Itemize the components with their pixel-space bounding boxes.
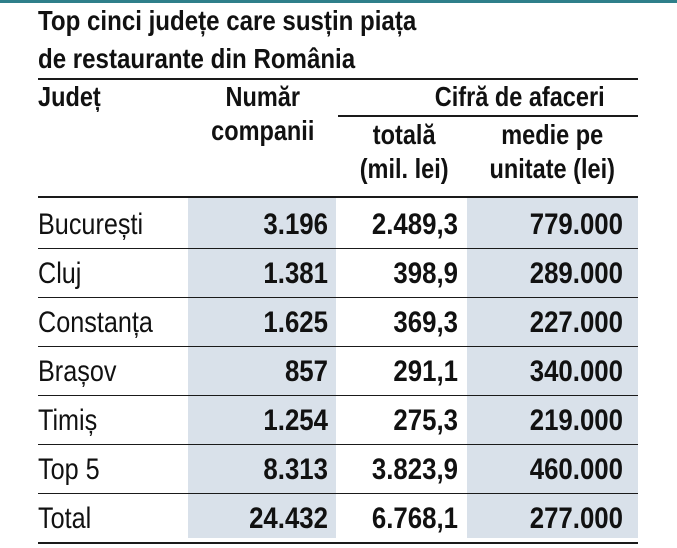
row-companii: 24.432 <box>249 502 328 535</box>
rule-row-4 <box>38 395 638 396</box>
row-totala: 3.823,9 <box>371 453 458 486</box>
row-medie: 219.000 <box>529 404 623 437</box>
rule-row-2 <box>38 297 638 298</box>
row-totala: 275,3 <box>393 404 458 437</box>
row-totala: 6.768,1 <box>371 502 458 535</box>
rule-row-3 <box>38 346 638 347</box>
header-numar: Număr companii <box>188 80 338 148</box>
row-judet: Constanța <box>38 306 153 339</box>
row-judet: Cluj <box>38 257 82 290</box>
top-accent-rule <box>0 0 677 3</box>
table-title: Top cinci județe care susțin piața de re… <box>38 2 554 78</box>
row-medie: 460.000 <box>529 453 623 486</box>
row-totala: 398,9 <box>393 257 458 290</box>
row-judet: București <box>38 208 144 241</box>
header-totala-line1: totală <box>372 119 436 150</box>
row-totala: 369,3 <box>393 306 458 339</box>
row-companii: 3.196 <box>263 208 328 241</box>
rule-table-bottom <box>38 542 638 544</box>
shade-companii-column <box>188 198 336 538</box>
title-line-1: Top cinci județe care susțin piața <box>38 5 417 36</box>
header-cifra: Cifră de afaceri <box>434 81 605 112</box>
rule-header-bottom <box>38 196 638 198</box>
row-medie: 227.000 <box>529 306 623 339</box>
rule-row-6 <box>38 493 638 494</box>
row-medie: 277.000 <box>529 502 623 535</box>
rule-row-5 <box>38 444 638 445</box>
row-totala: 2.489,3 <box>371 208 458 241</box>
row-judet: Top 5 <box>38 453 100 486</box>
header-totala: totală (mil. lei) <box>342 118 466 186</box>
row-medie: 340.000 <box>529 355 623 388</box>
row-companii: 1.625 <box>263 306 328 339</box>
row-judet: Timiș <box>38 404 98 437</box>
shade-medie-column <box>467 198 638 538</box>
rule-cifra-group <box>338 115 638 117</box>
row-companii: 8.313 <box>263 453 328 486</box>
header-medie-line1: medie pe <box>501 119 604 150</box>
header-judet: Județ <box>38 81 101 112</box>
row-companii: 857 <box>284 355 328 388</box>
header-medie-line2: unitate (lei) <box>489 153 615 184</box>
row-companii: 1.254 <box>263 404 328 437</box>
row-medie: 779.000 <box>529 208 623 241</box>
row-judet: Brașov <box>38 355 117 388</box>
header-totala-line2: (mil. lei) <box>359 153 449 184</box>
rule-header-top <box>38 78 638 80</box>
header-medie: medie pe unitate (lei) <box>467 118 638 186</box>
header-numar-line2: companii <box>211 115 315 146</box>
row-companii: 1.381 <box>263 257 328 290</box>
row-judet: Total <box>38 502 92 535</box>
row-totala: 291,1 <box>393 355 458 388</box>
row-medie: 289.000 <box>529 257 623 290</box>
rule-row-1 <box>38 248 638 249</box>
header-numar-line1: Număr <box>225 81 301 112</box>
title-line-2: de restaurante din România <box>38 43 356 74</box>
